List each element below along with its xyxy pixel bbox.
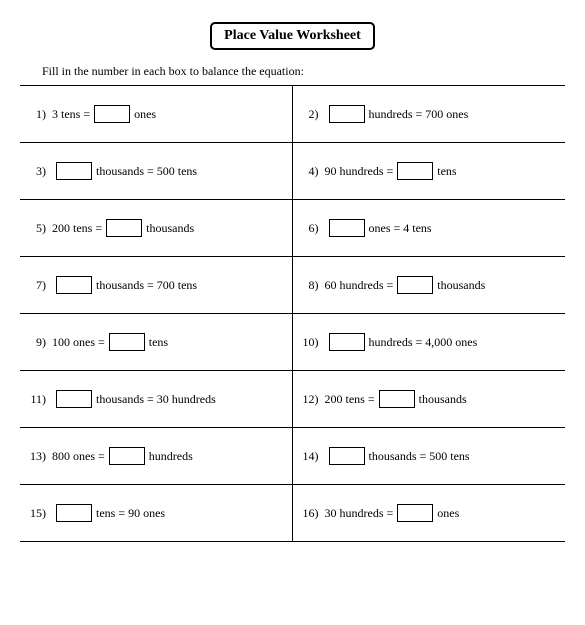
problem-post: ones = 4 tens — [369, 221, 432, 236]
problem-post: thousands = 500 tens — [369, 449, 470, 464]
answer-blank[interactable] — [109, 447, 145, 465]
problem-row: 16) 30 hundreds = ones — [293, 485, 566, 542]
problem-post: thousands — [419, 392, 467, 407]
problem-post: thousands = 30 hundreds — [96, 392, 216, 407]
answer-blank[interactable] — [397, 504, 433, 522]
problem-pre: 800 ones = — [52, 449, 105, 464]
answer-blank[interactable] — [329, 447, 365, 465]
problem-row: 10) hundreds = 4,000 ones — [293, 314, 566, 371]
problem-pre: 3 tens = — [52, 107, 90, 122]
problem-row: 6) ones = 4 tens — [293, 200, 566, 257]
left-column: 1) 3 tens = ones 3) thousands = 500 tens… — [20, 86, 293, 542]
problem-number: 5) — [24, 221, 46, 236]
problem-post: ones — [134, 107, 156, 122]
problem-number: 7) — [24, 278, 46, 293]
answer-blank[interactable] — [56, 390, 92, 408]
problem-post: tens — [437, 164, 456, 179]
answer-blank[interactable] — [397, 276, 433, 294]
problem-row: 12) 200 tens = thousands — [293, 371, 566, 428]
problem-post: hundreds = 700 ones — [369, 107, 469, 122]
answer-blank[interactable] — [56, 276, 92, 294]
problem-grid: 1) 3 tens = ones 3) thousands = 500 tens… — [20, 85, 565, 542]
problem-pre: 200 tens = — [52, 221, 102, 236]
problem-row: 5) 200 tens = thousands — [20, 200, 292, 257]
problem-number: 11) — [24, 392, 46, 407]
answer-blank[interactable] — [106, 219, 142, 237]
answer-blank[interactable] — [329, 333, 365, 351]
problem-number: 10) — [297, 335, 319, 350]
problem-pre: 100 ones = — [52, 335, 105, 350]
problem-row: 7) thousands = 700 tens — [20, 257, 292, 314]
problem-number: 4) — [297, 164, 319, 179]
problem-row: 9) 100 ones = tens — [20, 314, 292, 371]
problem-post: hundreds = 4,000 ones — [369, 335, 478, 350]
problem-number: 13) — [24, 449, 46, 464]
problem-number: 16) — [297, 506, 319, 521]
title-wrap: Place Value Worksheet — [20, 22, 565, 50]
answer-blank[interactable] — [56, 504, 92, 522]
problem-post: thousands = 500 tens — [96, 164, 197, 179]
right-column: 2) hundreds = 700 ones 4) 90 hundreds = … — [293, 86, 566, 542]
problem-post: thousands — [146, 221, 194, 236]
problem-number: 15) — [24, 506, 46, 521]
worksheet-title: Place Value Worksheet — [210, 22, 375, 50]
answer-blank[interactable] — [56, 162, 92, 180]
problem-row: 3) thousands = 500 tens — [20, 143, 292, 200]
problem-row: 13) 800 ones = hundreds — [20, 428, 292, 485]
problem-number: 9) — [24, 335, 46, 350]
problem-row: 11) thousands = 30 hundreds — [20, 371, 292, 428]
problem-post: tens = 90 ones — [96, 506, 165, 521]
problem-number: 12) — [297, 392, 319, 407]
problem-post: thousands = 700 tens — [96, 278, 197, 293]
problem-number: 3) — [24, 164, 46, 179]
problem-row: 2) hundreds = 700 ones — [293, 86, 566, 143]
problem-row: 14) thousands = 500 tens — [293, 428, 566, 485]
problem-post: thousands — [437, 278, 485, 293]
problem-post: ones — [437, 506, 459, 521]
answer-blank[interactable] — [329, 105, 365, 123]
problem-row: 4) 90 hundreds = tens — [293, 143, 566, 200]
answer-blank[interactable] — [94, 105, 130, 123]
problem-number: 1) — [24, 107, 46, 122]
problem-row: 1) 3 tens = ones — [20, 86, 292, 143]
answer-blank[interactable] — [109, 333, 145, 351]
problem-post: hundreds — [149, 449, 193, 464]
problem-pre: 90 hundreds = — [325, 164, 394, 179]
answer-blank[interactable] — [397, 162, 433, 180]
problem-pre: 60 hundreds = — [325, 278, 394, 293]
answer-blank[interactable] — [379, 390, 415, 408]
problem-number: 2) — [297, 107, 319, 122]
problem-row: 15) tens = 90 ones — [20, 485, 292, 542]
problem-number: 6) — [297, 221, 319, 236]
problem-row: 8) 60 hundreds = thousands — [293, 257, 566, 314]
problem-pre: 200 tens = — [325, 392, 375, 407]
problem-number: 8) — [297, 278, 319, 293]
instruction-text: Fill in the number in each box to balanc… — [42, 64, 565, 79]
problem-number: 14) — [297, 449, 319, 464]
problem-post: tens — [149, 335, 168, 350]
answer-blank[interactable] — [329, 219, 365, 237]
problem-pre: 30 hundreds = — [325, 506, 394, 521]
worksheet-page: Place Value Worksheet Fill in the number… — [0, 0, 585, 552]
